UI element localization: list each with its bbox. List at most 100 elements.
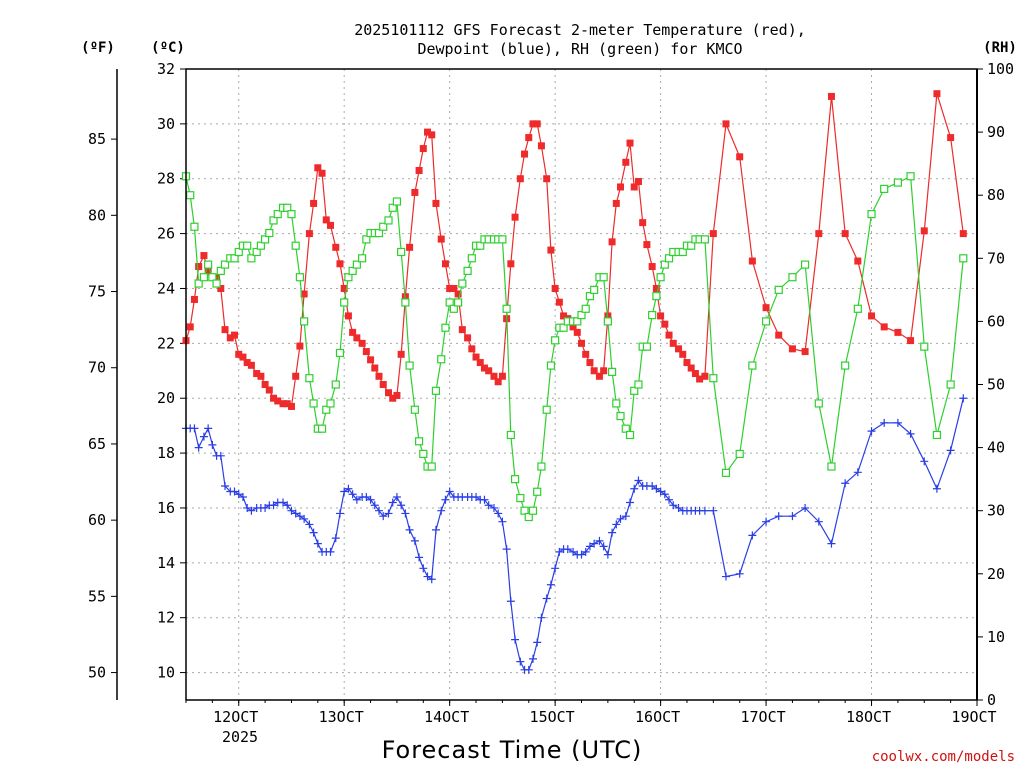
dewpoint-point [375,506,384,515]
rh-point [603,317,612,326]
rh-point [660,260,669,269]
dewpoint-point [331,534,340,543]
rh-point [230,254,239,263]
celsius-tick-label: 10 [157,664,175,682]
temperature-point [648,263,656,271]
dewpoint-point [660,490,669,499]
rh-point [537,462,546,471]
rh-point [362,235,371,244]
celsius-tick-label: 22 [157,334,175,352]
rh-point [454,298,463,307]
temperature-point [371,364,379,372]
dewpoint-point [621,512,630,521]
dewpoint-point [528,654,537,663]
temperature-point [569,323,577,331]
rh-point [959,254,968,263]
temperature-point [314,164,322,172]
rh-point [458,279,467,288]
rh-point [581,304,590,313]
data-series [181,90,968,674]
dewpoint-point [709,506,718,515]
dewpoint-point [946,446,955,455]
dewpoint-point [445,487,454,496]
rh-point [208,273,217,282]
temperature-point [239,353,247,361]
fahrenheit-tick-label: 70 [88,359,106,377]
dewpoint-point [340,487,349,496]
rh-point [256,241,265,250]
rh-point [721,468,731,477]
rh-point [656,273,665,282]
temperature-point [709,230,717,238]
rh-point [252,247,261,257]
rh-point [445,298,454,307]
dewpoint-point [616,514,625,523]
temperature-point [643,241,651,249]
temperature-point [590,367,598,375]
rh-point [551,336,560,345]
rh-point [397,247,406,257]
rh-point [204,260,213,269]
dewpoint-point [569,547,578,556]
dewpoint-point [247,506,256,515]
rh-point [419,449,428,459]
temperature-point [379,381,387,388]
rh-point [295,273,305,282]
temperature-point [389,394,397,402]
x-tick-label: 18OCT [846,708,891,726]
temperature-point [204,268,212,276]
dewpoint-point [867,427,876,436]
temperature-point [221,326,229,334]
rh-point [542,405,551,414]
temperature-point [586,359,594,367]
temperature-point [432,199,440,207]
rh-point [476,241,485,250]
dewpoint-point [208,440,217,449]
dewpoint-point [546,580,555,589]
rh-point [880,184,889,193]
series-rh [181,172,968,522]
dewpoint-point [603,550,612,559]
temperature-point [472,353,480,361]
chart-title-line-2: Dewpoint (blue), RH (green) for KMCO [417,40,742,58]
dewpoint-point [279,498,288,507]
dewpoint-point [537,613,546,622]
rh-point [199,273,209,282]
rh-point [920,342,929,351]
rh-unit-label: (RH) [983,40,1017,56]
dewpoint-point [379,512,388,521]
dewpoint-point [352,495,361,504]
dewpoint-point [827,539,836,548]
dewpoint-point [410,536,419,545]
temperature-point [375,372,383,380]
temperature-point [362,348,370,356]
temperature-point [560,312,568,320]
temperature-point [310,199,318,207]
x-tick-label: 19OCT [951,708,996,726]
rh-point [437,355,446,364]
dewpoint-point [366,495,375,504]
x-tick-label: 16OCT [635,708,680,726]
temperature-point [661,320,669,328]
dewpoint-point [190,424,199,433]
temperature-point [296,342,304,350]
dewpoint-point [423,572,432,581]
temperature-point [573,328,581,336]
temperature-point [235,350,243,358]
dewpoint-point [648,482,657,491]
celsius-tick-label: 24 [157,279,175,297]
temperature-point [332,243,340,251]
dewpoint-point [853,468,862,477]
temperature-point [543,175,551,183]
temperature-point [415,167,423,175]
temperature-point [612,199,620,207]
temperature-point [907,337,915,345]
rh-point [283,203,292,212]
celsius-tick-label: 26 [157,225,175,243]
temperature-point [626,139,634,147]
dewpoint-point [431,525,440,534]
dewpoint-point [652,484,661,493]
temperature-point [393,391,401,399]
celsius-tick-label: 32 [157,60,175,78]
dewpoint-point [348,490,357,499]
